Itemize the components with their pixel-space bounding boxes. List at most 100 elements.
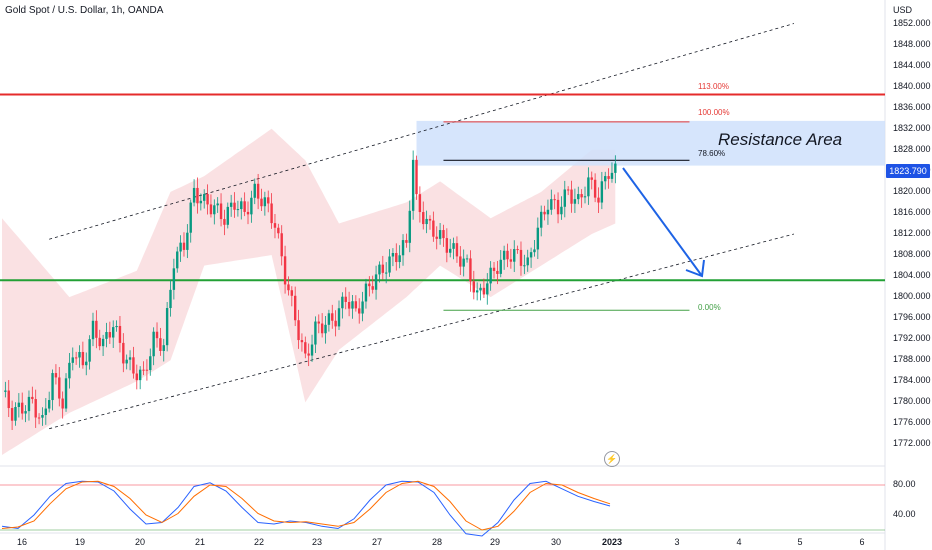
arrow-head	[685, 259, 705, 278]
candle-body	[300, 340, 304, 343]
price-tick-label: 1812.000	[893, 228, 931, 238]
candle-body	[273, 223, 277, 228]
price-tick-label: 1808.000	[893, 249, 931, 260]
candle-body	[492, 267, 496, 271]
oscillator-tick-label: 80.00	[893, 479, 916, 489]
candle-body	[593, 179, 597, 198]
candle-body	[479, 287, 482, 291]
candle-body	[327, 313, 331, 325]
candle-body	[519, 249, 523, 266]
candle-body	[543, 211, 546, 215]
price-tick-label: 1836.000	[893, 101, 931, 112]
currency-label: USD	[893, 5, 913, 15]
candle-body	[310, 344, 314, 356]
time-tick-label: 3	[674, 537, 680, 547]
time-tick-label: 28	[431, 537, 443, 547]
price-tick-label: 1840.000	[893, 80, 931, 91]
candle-body	[604, 176, 607, 182]
candle-body	[523, 265, 526, 267]
candle-body	[516, 249, 519, 251]
candle-body	[536, 227, 540, 250]
candle-body	[324, 324, 327, 334]
lightning-icon[interactable]: ⚡	[604, 451, 620, 467]
candle-body	[337, 308, 341, 327]
candle-body	[145, 369, 149, 371]
candle-body	[486, 283, 489, 295]
candle-body	[610, 172, 614, 179]
candle-body	[44, 408, 48, 416]
time-tick-label: 19	[74, 537, 86, 547]
candle-body	[14, 406, 17, 421]
candle-body	[314, 321, 317, 345]
price-tick-label: 1784.000	[893, 375, 931, 386]
candle-body	[580, 194, 583, 198]
price-tick-label: 1804.000	[893, 270, 931, 281]
candle-body	[459, 256, 462, 267]
candle-body	[34, 399, 37, 418]
candle-body	[283, 256, 287, 285]
candle-body	[577, 194, 580, 200]
candle-body	[452, 243, 455, 249]
candle-body	[162, 345, 165, 351]
candle-body	[347, 301, 351, 309]
time-tick-label: 5	[797, 537, 803, 547]
fib-100-label: 100.00%	[698, 108, 730, 117]
candle-body	[226, 206, 229, 225]
current-price-tag: 1823.790	[886, 164, 930, 178]
candle-body	[64, 378, 68, 409]
candle-body	[587, 177, 590, 197]
candle-body	[331, 313, 334, 321]
candle-body	[590, 177, 593, 180]
candle-body	[614, 163, 617, 173]
candle-body	[155, 331, 159, 339]
candle-body	[186, 232, 189, 250]
candle-body	[435, 236, 438, 239]
candle-body	[122, 342, 125, 364]
time-tick-label: 22	[253, 537, 265, 547]
candle-body	[118, 325, 122, 343]
oscillator-tick-label: 40.00	[893, 509, 916, 519]
candle-body	[54, 373, 58, 378]
candle-body	[472, 281, 475, 293]
price-tick-label: 1816.000	[893, 206, 931, 217]
candle-body	[381, 264, 385, 273]
candle-body	[533, 249, 536, 253]
price-tick-label: 1792.000	[893, 333, 931, 344]
candle-body	[597, 197, 600, 203]
candle-body	[344, 296, 347, 302]
candle-body	[540, 211, 543, 228]
candle-body	[509, 259, 513, 262]
fib-0-label: 0.00%	[698, 303, 721, 312]
candle-body	[371, 286, 374, 290]
candle-body	[573, 199, 577, 204]
candle-body	[95, 320, 98, 338]
candle-body	[61, 398, 64, 409]
candle-body	[391, 253, 395, 257]
candle-body	[368, 283, 371, 287]
candle-body	[78, 351, 81, 358]
candle-body	[206, 194, 209, 205]
candle-body	[47, 400, 51, 409]
candle-body	[71, 357, 74, 363]
candle-body	[449, 248, 452, 253]
price-tick-label: 1848.000	[893, 38, 931, 49]
candle-body	[411, 159, 415, 211]
candle-body	[583, 196, 587, 198]
time-tick-label: 4	[736, 537, 742, 547]
candle-body	[405, 240, 408, 243]
candle-body	[41, 415, 44, 418]
candle-body	[172, 268, 176, 290]
price-tick-label: 1796.000	[893, 312, 931, 323]
price-tick-label: 1788.000	[893, 354, 931, 365]
candle-body	[37, 417, 41, 419]
candle-body	[398, 255, 401, 263]
candle-body	[179, 242, 182, 252]
candle-body	[455, 243, 459, 257]
candle-body	[199, 200, 203, 204]
oscillator-k-line	[1, 480, 611, 537]
candle-body	[364, 283, 368, 302]
fib-113-label: 113.00%	[698, 82, 729, 91]
time-tick-label: 20	[134, 537, 146, 547]
candle-body	[169, 289, 172, 309]
